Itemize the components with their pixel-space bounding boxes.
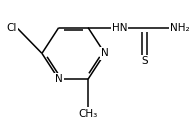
Text: NH₂: NH₂ bbox=[170, 23, 190, 33]
Text: N: N bbox=[101, 48, 109, 58]
Text: CH₃: CH₃ bbox=[78, 109, 98, 119]
Text: N: N bbox=[55, 74, 63, 84]
Text: S: S bbox=[141, 56, 148, 66]
Text: HN: HN bbox=[112, 23, 127, 33]
Text: Cl: Cl bbox=[6, 23, 17, 33]
